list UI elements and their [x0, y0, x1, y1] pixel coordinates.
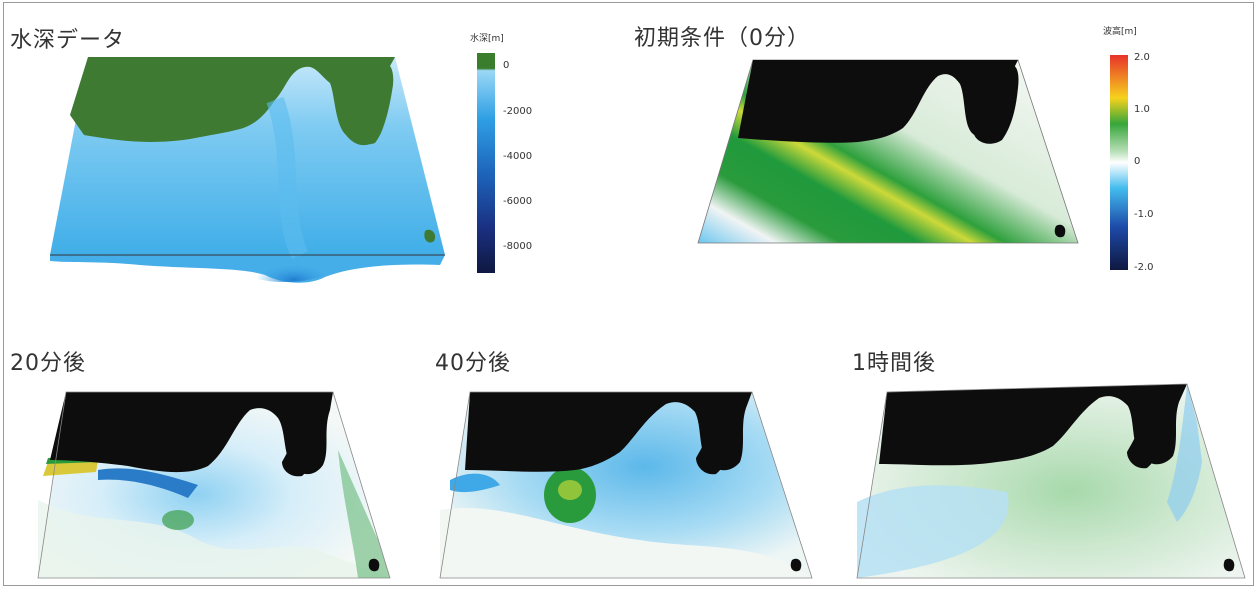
depth-tick-1: -2000: [503, 106, 533, 117]
height-tick-3: -1.0: [1134, 209, 1154, 220]
panel-title-20min: 20分後: [10, 351, 86, 376]
initial-land: [738, 60, 1018, 143]
panel-title-initial: 初期条件（0分）: [634, 26, 810, 51]
depth-land-mainland: [70, 57, 395, 146]
depth-colorbar: [477, 53, 495, 273]
initial-condition-map: [697, 59, 1079, 244]
height-tick-0: 2.0: [1134, 52, 1150, 63]
height-tick-1: 1.0: [1134, 104, 1150, 115]
height-tick-4: -2.0: [1134, 262, 1154, 273]
height-tick-2: 0: [1134, 156, 1141, 167]
height-colorbar: [1110, 55, 1128, 270]
height-scale-title: 波高[m]: [1103, 27, 1137, 37]
panel-title-depth: 水深データ: [10, 28, 126, 53]
depth-tick-4: -8000: [503, 241, 533, 252]
depth-tick-2: -4000: [503, 151, 533, 162]
depth-map: [50, 57, 445, 283]
depth-tick-3: -6000: [503, 196, 533, 207]
map-40min: [439, 391, 813, 579]
panel-title-40min: 40分後: [435, 351, 511, 376]
depth-land-peninsula: [346, 61, 394, 145]
figure-frame: [3, 2, 1254, 586]
depth-tick-0: 0: [503, 60, 510, 71]
map-1hour: [856, 383, 1246, 579]
depth-scale-title: 水深[m]: [470, 34, 504, 44]
panel-title-1hour: 1時間後: [852, 351, 936, 376]
map-20min: [37, 391, 391, 579]
